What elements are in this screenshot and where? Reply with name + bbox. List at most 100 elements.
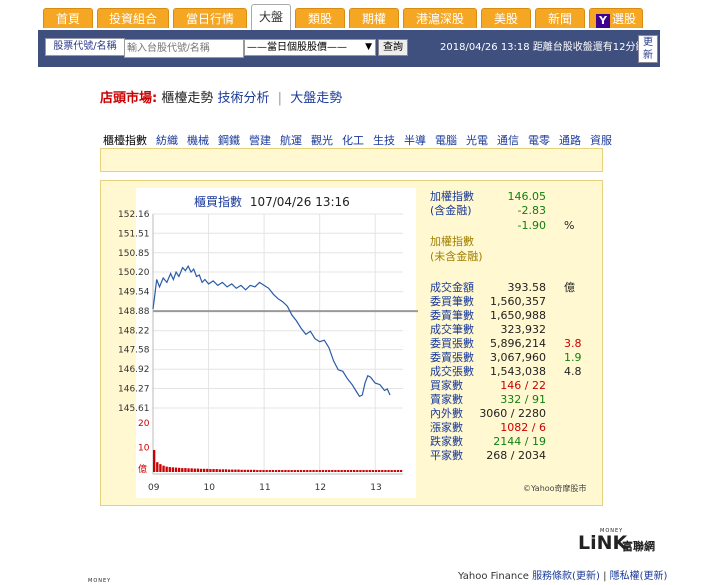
stat-row: 委買筆數 1,560,357 [430, 295, 590, 309]
footer-links: Yahoo Finance 服務條款(更新) | 隱私權(更新) [458, 567, 667, 582]
volume-bar [324, 470, 328, 472]
chart-index-name: 櫃買指數 [194, 195, 243, 209]
tab-4[interactable]: 類股 [295, 8, 345, 28]
volume-bar [287, 470, 290, 472]
volume-bar [368, 470, 371, 472]
stat-label: 委賣筆數 [430, 309, 474, 322]
sector-link[interactable]: 電零 [528, 134, 550, 147]
stat-label: 平家數 [430, 449, 463, 462]
volume-bar [187, 468, 190, 472]
volume-bar [237, 469, 240, 472]
volume-bar [284, 470, 287, 472]
volume-bar [218, 469, 221, 472]
volume-bar [356, 470, 359, 472]
sector-link[interactable]: 生技 [373, 134, 395, 147]
tab-7[interactable]: 美股 [481, 8, 531, 28]
stat-label: 漲家數 [430, 421, 463, 434]
sector-link[interactable]: 鋼鐵 [218, 134, 240, 147]
stat-row: 加權指數 [430, 235, 590, 249]
volume-bar [365, 470, 368, 472]
sector-link[interactable]: 櫃檯指數 [103, 134, 147, 147]
sector-link[interactable]: 光電 [466, 134, 488, 147]
query-button[interactable]: 查詢 [378, 39, 408, 56]
sector-link[interactable]: 資服 [590, 134, 612, 147]
volume-bar [190, 468, 193, 472]
stat-value: -2.83 [517, 204, 546, 217]
volume-bar [378, 470, 381, 472]
tab-label: 期權 [361, 12, 386, 26]
stat-label: 成交金額 [430, 281, 474, 294]
volume-bar [246, 469, 250, 472]
stat-row: (未含金融) [430, 250, 590, 264]
chart-background [136, 188, 416, 498]
sector-link[interactable]: 觀光 [311, 134, 333, 147]
stat-label: 跌家數 [430, 435, 463, 448]
time-tick-label: 10 [204, 483, 216, 493]
volume-bar [215, 469, 218, 472]
volume-bar [184, 468, 187, 472]
sector-link[interactable]: 半導 [404, 134, 426, 147]
volume-bar [278, 470, 281, 472]
stock-search-input[interactable] [124, 39, 244, 58]
volume-bar [168, 467, 171, 472]
sector-link[interactable]: 通路 [559, 134, 581, 147]
volume-bar [315, 470, 318, 472]
sector-link[interactable]: 通信 [497, 134, 519, 147]
stat-value: 1,543,038 [490, 365, 546, 378]
footer-mini-logo: MONEY [88, 578, 112, 584]
daily-price-select[interactable]: ——當日個股股價—— ▼ [244, 39, 376, 56]
stat-label: 加權指數 [430, 190, 474, 203]
volume-bar [309, 470, 312, 472]
tab-0[interactable]: 首頁 [43, 8, 93, 28]
tab-3[interactable]: 大盤 [251, 4, 291, 30]
volume-bar [231, 469, 234, 472]
tab-8[interactable]: 新聞 [535, 8, 585, 28]
price-tick-label: 152.16 [118, 210, 150, 220]
stat-row: 委賣筆數 1,650,988 [430, 309, 590, 323]
sector-link[interactable]: 機械 [187, 134, 209, 147]
stat-label: (含金融) [430, 204, 472, 217]
stat-value: 5,896,214 [490, 337, 546, 350]
stock-search-bar: 股票代號/名稱 ——當日個股股價—— ▼ 查詢 2018/04/26 13:18… [38, 30, 660, 67]
volume-bar [271, 470, 275, 472]
sector-link[interactable]: 航運 [280, 134, 302, 147]
volume-bar [371, 470, 375, 472]
sector-link[interactable]: 紡織 [156, 134, 178, 147]
time-tick-label: 11 [259, 483, 270, 493]
stat-label: (未含金融) [430, 250, 483, 263]
tab-1[interactable]: 投資組合 [97, 8, 169, 28]
volume-bar [393, 470, 396, 472]
tab-5[interactable]: 期權 [349, 8, 399, 28]
daily-price-select-value: ——當日個股股價—— [247, 42, 347, 53]
volume-bar [193, 468, 196, 472]
sector-link[interactable]: 化工 [342, 134, 364, 147]
refresh-label-line2: 新 [643, 50, 653, 61]
stat-value: 1,560,357 [490, 295, 546, 308]
sector-link[interactable]: 電腦 [435, 134, 457, 147]
volume-bar [274, 470, 278, 472]
market-trend-link[interactable]: 大盤走勢 [290, 91, 343, 106]
technical-analysis-link[interactable]: 技術分析 [217, 91, 270, 106]
chevron-down-icon: ▼ [365, 42, 372, 52]
sector-link[interactable]: 營建 [249, 134, 271, 147]
volume-bar [253, 469, 256, 472]
volume-bar [249, 469, 253, 472]
price-tick-label: 145.61 [118, 404, 150, 414]
tab-6[interactable]: 港滬深股 [403, 8, 477, 28]
tab-9[interactable]: Y 選股 [589, 8, 643, 28]
terms-link[interactable]: 服務條款(更新) [532, 571, 600, 582]
stat-row: 委賣張數 3,067,960 1.9 [430, 351, 590, 365]
privacy-link[interactable]: 隱私權(更新) [609, 571, 668, 582]
price-tick-label: 150.85 [118, 249, 150, 259]
stat-label: 加權指數 [430, 235, 474, 248]
refresh-button[interactable]: 更 新 [638, 35, 658, 63]
tab-label: 新聞 [547, 12, 572, 26]
tab-label: 美股 [493, 12, 518, 26]
volume-bar [212, 469, 215, 472]
moneylink-logo[interactable]: MONEY LiNK 富聯網 [578, 528, 668, 554]
tab-2[interactable]: 當日行情 [173, 8, 247, 28]
volume-bar [203, 468, 206, 472]
stat-row: 加權指數 146.05 [430, 190, 590, 204]
volume-bar [331, 470, 334, 472]
volume-bar [390, 470, 393, 472]
